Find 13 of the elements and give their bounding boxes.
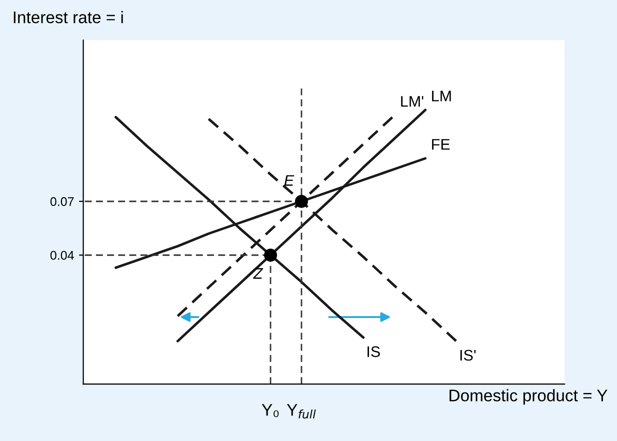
- series-label: LM: [432, 90, 451, 102]
- y-axis-title: Interest rate = i: [14, 11, 123, 24]
- x-tick-label: Y$_{full}$: [286, 404, 316, 418]
- y-tick-label: 0.07: [50, 197, 74, 206]
- series-label: FE: [432, 139, 450, 150]
- series-label: LM': [401, 96, 424, 107]
- x-tick-label: Y₀: [262, 404, 279, 418]
- y-tick-label: 0.04: [50, 250, 74, 260]
- annotation: Z: [253, 268, 264, 279]
- annotation: E: [284, 175, 294, 186]
- series-label: IS: [368, 346, 380, 358]
- x-axis-title: Domestic product = Y: [450, 389, 608, 405]
- series-label: IS': [460, 350, 476, 361]
